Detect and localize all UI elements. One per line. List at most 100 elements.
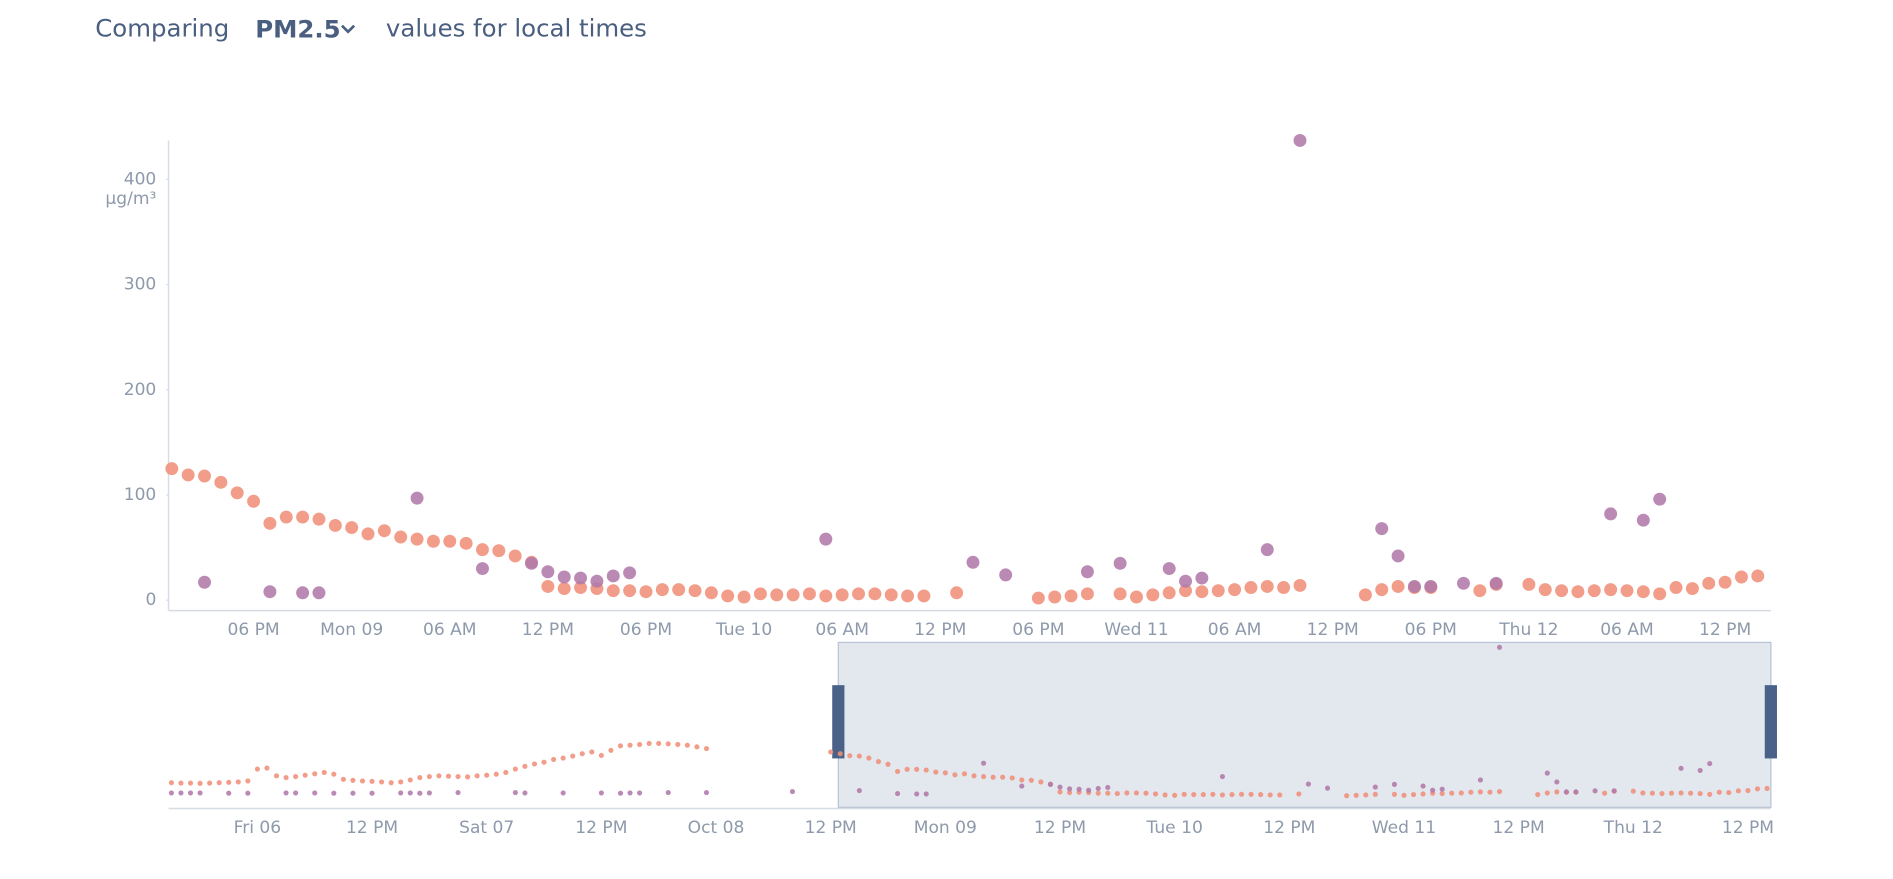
overview-point xyxy=(923,767,929,773)
brush-selection[interactable] xyxy=(837,641,1772,808)
data-point xyxy=(328,518,342,532)
overview-point xyxy=(1592,788,1598,794)
pollutant-label[interactable]: PM2.5 xyxy=(255,15,340,44)
overview-point xyxy=(407,790,413,796)
y-tick-label: 400 xyxy=(124,169,157,189)
data-point xyxy=(1391,579,1405,593)
overview-point xyxy=(980,773,987,780)
overview-point xyxy=(847,753,853,759)
y-tick-label: 300 xyxy=(124,275,157,295)
data-point xyxy=(1751,569,1765,583)
overview-x-tick-label: 12 PM xyxy=(805,818,857,838)
overview-x-tick-label: Tue 10 xyxy=(1145,818,1202,838)
data-point xyxy=(1669,581,1683,594)
overview-point xyxy=(254,766,260,772)
data-point xyxy=(1620,584,1634,598)
overview-point xyxy=(1305,781,1311,787)
brush-handle[interactable] xyxy=(1764,685,1777,759)
data-point xyxy=(999,568,1013,582)
overview-point xyxy=(197,790,203,796)
data-point xyxy=(1685,582,1699,596)
data-point xyxy=(1179,574,1193,588)
data-point xyxy=(623,584,637,598)
data-point xyxy=(1538,583,1552,597)
data-point xyxy=(1048,590,1062,604)
overview-point xyxy=(1181,791,1187,797)
overview-point xyxy=(627,742,633,748)
overview-point xyxy=(359,778,366,784)
overview-point xyxy=(1000,774,1006,780)
overview-point xyxy=(560,755,566,761)
overview-point xyxy=(694,744,700,750)
overview-point xyxy=(493,771,499,777)
data-point xyxy=(1391,549,1405,563)
overview-point xyxy=(971,773,977,779)
overview-point xyxy=(445,773,452,779)
overview-point xyxy=(312,790,318,796)
overview-point xyxy=(1477,777,1483,783)
header-suffix: values for local times xyxy=(386,13,647,42)
overview-point xyxy=(1611,788,1617,794)
x-tick-label: 06 AM xyxy=(1208,620,1262,640)
overview-point xyxy=(417,774,423,781)
data-point xyxy=(1424,579,1438,593)
data-point xyxy=(312,586,326,600)
overview-point xyxy=(656,740,662,747)
overview-point xyxy=(1191,792,1197,798)
overview-point xyxy=(512,766,518,772)
overview-point xyxy=(1028,777,1034,783)
overview-point xyxy=(178,790,184,796)
dropdown-chevron[interactable] xyxy=(341,24,356,34)
brush-handle[interactable] xyxy=(832,685,845,759)
overview-point xyxy=(1057,789,1063,795)
overview-point xyxy=(1105,784,1111,791)
overview-point xyxy=(1716,789,1722,795)
data-point xyxy=(263,585,277,599)
data-point xyxy=(1162,586,1176,600)
overview-point xyxy=(598,790,604,796)
overview-point xyxy=(187,780,194,786)
overview-point xyxy=(923,791,929,797)
y-tick-label: 0 xyxy=(145,590,156,610)
x-tick-label: Mon 09 xyxy=(320,620,383,640)
data-point xyxy=(917,589,931,603)
data-point xyxy=(296,510,310,524)
overview-x-tick-label: Oct 08 xyxy=(688,818,745,838)
data-point xyxy=(655,583,669,597)
pollutant-dropdown[interactable]: PM2.5 xyxy=(255,15,356,44)
overview-point xyxy=(1410,792,1417,798)
data-point xyxy=(688,584,702,598)
overview-point xyxy=(235,779,241,785)
overview-point xyxy=(245,790,251,796)
overview-x-tick-label: Sat 07 xyxy=(459,818,514,838)
overview-point xyxy=(665,789,671,796)
overview-point xyxy=(885,761,891,767)
data-point xyxy=(1407,579,1421,593)
overview-point xyxy=(1086,787,1092,793)
overview-point xyxy=(1038,779,1044,785)
data-point xyxy=(1587,584,1601,598)
overview-point xyxy=(484,772,490,778)
overview-point xyxy=(1726,789,1732,796)
data-point xyxy=(541,565,555,579)
data-point xyxy=(950,586,964,600)
data-point xyxy=(508,549,522,563)
overview-point xyxy=(417,790,423,796)
x-tick-label: 06 PM xyxy=(227,620,279,640)
overview-point xyxy=(1707,761,1713,767)
overview-point xyxy=(426,790,432,796)
data-point xyxy=(1718,575,1732,589)
overview-point xyxy=(1496,788,1503,795)
data-point xyxy=(541,579,555,593)
overview-point xyxy=(1420,783,1426,789)
data-point xyxy=(459,536,473,550)
overview-point xyxy=(1200,792,1206,798)
data-point xyxy=(377,524,391,538)
overview-point xyxy=(465,774,471,780)
overview-point xyxy=(398,779,404,785)
overview-x-tick-label: Wed 11 xyxy=(1372,818,1436,838)
x-tick-label: Thu 12 xyxy=(1498,620,1558,640)
overview-point xyxy=(789,788,796,795)
overview-point xyxy=(1391,781,1397,787)
